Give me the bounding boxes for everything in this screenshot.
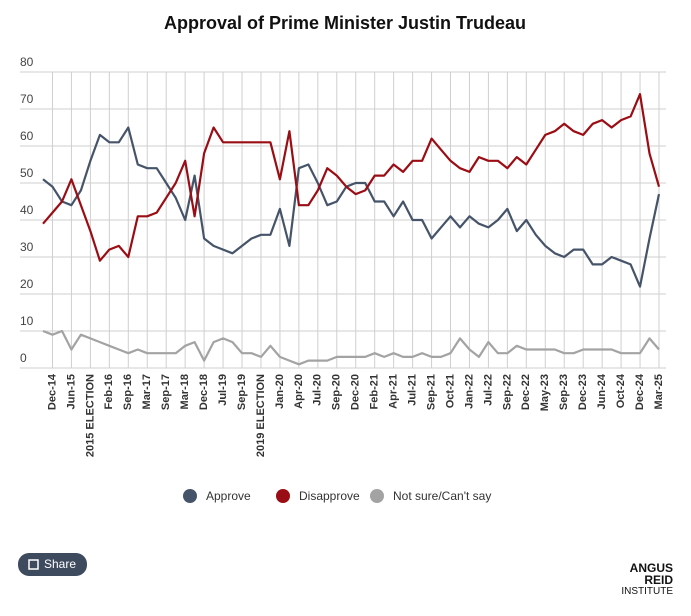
x-tick-label: Oct-21 [444, 374, 456, 408]
series-line [42, 93, 661, 262]
x-tick-label: Dec-20 [350, 374, 362, 410]
x-tick-label: Mar-18 [179, 374, 191, 409]
x-tick-label: Sep-19 [236, 374, 248, 410]
x-tick-label: Apr-21 [388, 374, 400, 409]
x-tick-label: Dec-22 [520, 374, 532, 410]
x-tick-label: Mar-17 [141, 374, 153, 409]
x-tick-label: 2015 ELECTION [84, 374, 96, 457]
y-tick-label: 80 [20, 55, 34, 69]
x-tick-label: Feb-21 [369, 374, 381, 409]
x-tick-label: Dec-24 [634, 373, 646, 410]
x-tick-label: Dec-18 [198, 374, 210, 410]
legend-marker [276, 489, 290, 503]
logo-line: INSTITUTE [621, 586, 673, 597]
chart-title: Approval of Prime Minister Justin Trudea… [164, 13, 526, 33]
series-line [42, 329, 660, 366]
logo-line: REID [644, 573, 673, 587]
y-tick-label: 50 [20, 166, 34, 180]
x-tick-label: May-23 [539, 374, 551, 411]
y-tick-label: 40 [20, 203, 34, 217]
x-tick-label: 2019 ELECTION [255, 374, 267, 457]
y-tick-label: 60 [20, 129, 34, 143]
x-tick-label: Jun-15 [65, 374, 77, 409]
series-line [42, 126, 661, 288]
share-button[interactable]: Share [18, 553, 87, 576]
legend-label: Not sure/Can't say [393, 489, 491, 503]
x-tick-label: Sep-21 [425, 374, 437, 410]
y-tick-label: 10 [20, 314, 34, 328]
x-tick-label: Jul-21 [407, 374, 419, 406]
legend-label: Disapprove [299, 489, 360, 503]
x-tick-label: Oct-24 [615, 373, 627, 408]
logo: ANGUS REID INSTITUTE [621, 562, 673, 598]
x-tick-label: Jul-19 [217, 374, 229, 406]
x-tick-label: Jul-20 [312, 374, 324, 406]
legend-marker [183, 489, 197, 503]
x-tick-label: Sep-22 [501, 374, 513, 410]
share-label[interactable]: Share [44, 557, 76, 571]
x-tick-label: Sep-16 [122, 374, 134, 410]
logo-line: ANGUS [629, 561, 673, 575]
y-tick-label: 20 [20, 277, 34, 291]
y-tick-label: 70 [20, 92, 34, 106]
x-tick-label: Jul-22 [482, 374, 494, 406]
x-tick-label: Sep-20 [331, 374, 343, 410]
share-bg[interactable] [18, 553, 87, 576]
x-tick-label: Sep-17 [160, 374, 172, 410]
x-tick-label: Apr-20 [293, 374, 305, 409]
x-tick-label: Jan-22 [463, 374, 475, 409]
legend-label: Approve [206, 489, 251, 503]
share-icon [28, 559, 39, 570]
y-tick-label: 30 [20, 240, 34, 254]
x-tick-label: Feb-16 [103, 374, 115, 409]
x-tick-label: Dec-14 [46, 373, 58, 410]
y-tick-label: 0 [20, 351, 27, 365]
legend-marker [370, 489, 384, 503]
x-tick-label: Mar-25 [653, 374, 665, 409]
x-tick-label: Sep-23 [558, 374, 570, 410]
x-tick-label: Dec-23 [577, 374, 589, 410]
x-tick-label: Jun-24 [596, 373, 608, 409]
x-tick-label: Jan-20 [274, 374, 286, 409]
